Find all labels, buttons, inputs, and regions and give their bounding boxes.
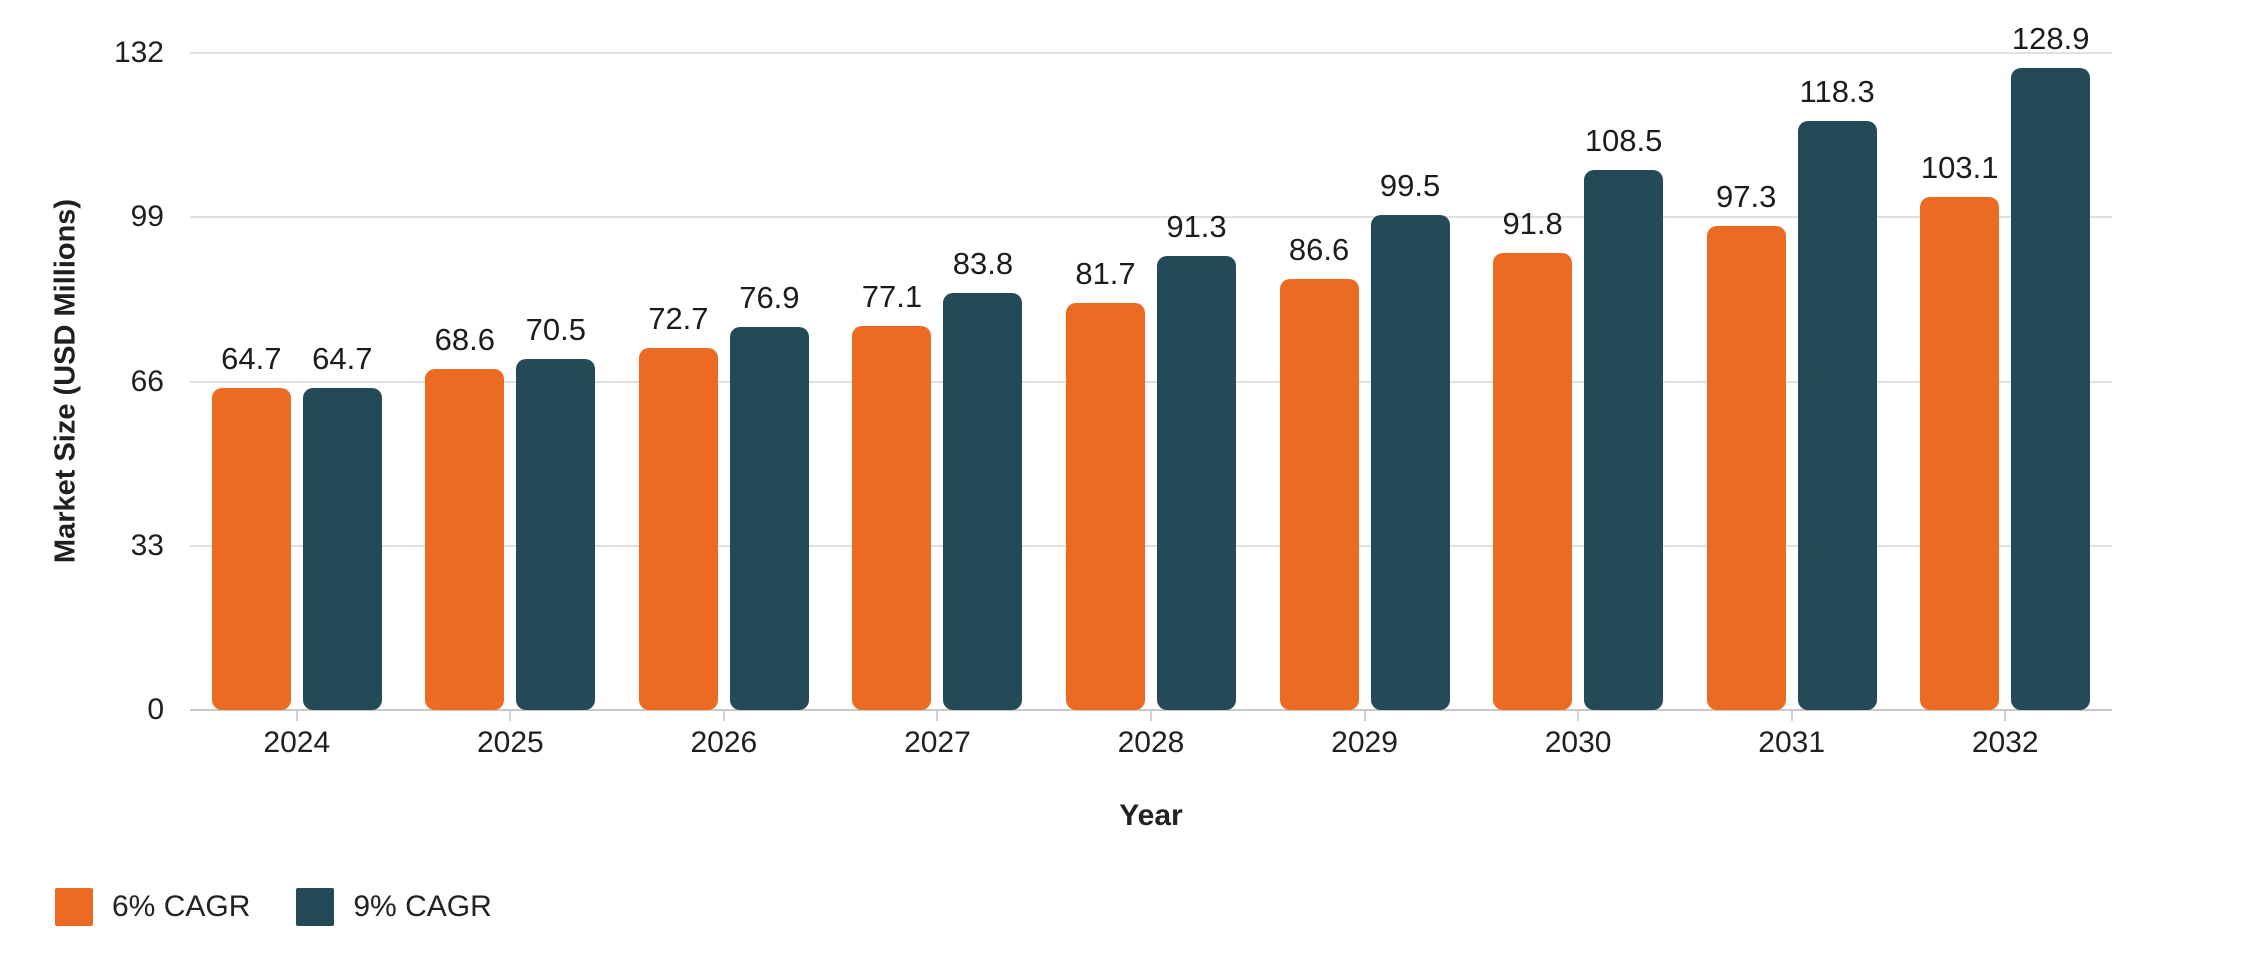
y-tick-label: 99 — [130, 200, 164, 234]
bar-value-label: 81.7 — [1075, 256, 1136, 292]
x-tick-mark — [2004, 710, 2007, 721]
x-tick-label: 2026 — [690, 726, 758, 759]
bar-value-label: 97.3 — [1715, 178, 1777, 214]
legend-item-9-cagr[interactable]: 9% CAGR — [296, 887, 492, 927]
x-tick-label: 2027 — [904, 726, 971, 759]
legend-swatch — [55, 888, 93, 926]
x-tick-mark — [1577, 710, 1580, 721]
bar-value-label: 86.6 — [1288, 231, 1350, 267]
x-tick-mark — [936, 710, 939, 721]
gridline — [190, 544, 2112, 547]
bar-6-cagr[interactable] — [211, 387, 291, 710]
gridline — [190, 216, 2112, 219]
bar-value-label: 108.5 — [1584, 122, 1663, 158]
legend-item-6-cagr[interactable]: 6% CAGR — [55, 887, 250, 927]
y-tick-label: 132 — [113, 36, 164, 69]
x-tick-mark — [1790, 710, 1793, 721]
bar-6-cagr[interactable] — [1279, 278, 1359, 710]
bar-6-cagr[interactable] — [1493, 253, 1573, 710]
x-tick-label: 2029 — [1331, 726, 1398, 759]
plot-area: 2024 64.7 64.7 2025 68.6 70.5 2026 72.7 76.9 2027… — [190, 21, 2112, 759]
bar-6-cagr[interactable] — [1920, 196, 2000, 710]
legend: 6% CAGR 9% CAGR — [55, 887, 492, 927]
x-tick-label: 2032 — [1971, 726, 2039, 759]
bar-6-cagr[interactable] — [852, 326, 932, 710]
bar-value-label: 118.3 — [1799, 74, 1875, 110]
bar-value-label: 91.8 — [1502, 206, 1563, 242]
bar-9-cagr[interactable] — [1157, 255, 1236, 710]
bar-value-label: 68.6 — [434, 321, 495, 357]
bar-9-cagr[interactable] — [302, 387, 382, 710]
bar-value-label: 91.3 — [1166, 208, 1227, 244]
bar-6-cagr[interactable] — [638, 348, 718, 710]
x-tick-mark — [722, 710, 725, 721]
bar-6-cagr[interactable] — [1066, 303, 1145, 710]
x-tick-label: 2031 — [1758, 726, 1826, 759]
bar-value-label: 103.1 — [1920, 149, 1999, 185]
bar-9-cagr[interactable] — [729, 327, 809, 710]
bar-6-cagr[interactable] — [1706, 225, 1786, 710]
x-tick-label: 2024 — [263, 726, 331, 759]
x-tick-label: 2028 — [1117, 726, 1185, 759]
x-axis-title: Year — [1119, 799, 1183, 832]
gridline — [190, 52, 2112, 54]
bar-value-label: 70.5 — [525, 312, 586, 348]
x-tick-label: 2025 — [476, 726, 544, 759]
bar-value-label: 99.5 — [1379, 167, 1441, 203]
bar-6-cagr[interactable] — [425, 368, 505, 710]
bar-9-cagr[interactable] — [2011, 68, 2091, 710]
bar-9-cagr[interactable] — [1797, 121, 1877, 710]
legend-label: 9% CAGR — [353, 890, 492, 923]
bar-value-label: 72.7 — [648, 301, 709, 337]
bar-value-label: 128.9 — [2011, 21, 2090, 57]
bar-9-cagr[interactable] — [1370, 214, 1450, 710]
x-tick-label: 2030 — [1544, 726, 1612, 759]
bar-9-cagr[interactable] — [1584, 169, 1664, 710]
legend-swatch — [296, 888, 335, 926]
y-tick-label: 0 — [147, 693, 164, 726]
x-tick-mark — [1363, 710, 1366, 721]
bar-value-label: 64.7 — [312, 340, 373, 376]
bar-9-cagr[interactable] — [516, 359, 596, 710]
y-tick-label: 33 — [130, 528, 164, 562]
x-tick-mark — [509, 710, 512, 721]
bar-value-label: 76.9 — [739, 280, 800, 316]
bar-value-label: 77.1 — [861, 279, 923, 315]
legend-label: 6% CAGR — [112, 890, 251, 923]
x-tick-mark — [1150, 710, 1152, 721]
bar-value-label: 83.8 — [952, 245, 1014, 281]
bar-value-label: 64.7 — [221, 340, 282, 376]
bar-9-cagr[interactable] — [943, 292, 1023, 710]
gridline — [190, 380, 2112, 383]
y-tick-label: 66 — [130, 364, 164, 398]
x-tick-mark — [295, 710, 298, 721]
